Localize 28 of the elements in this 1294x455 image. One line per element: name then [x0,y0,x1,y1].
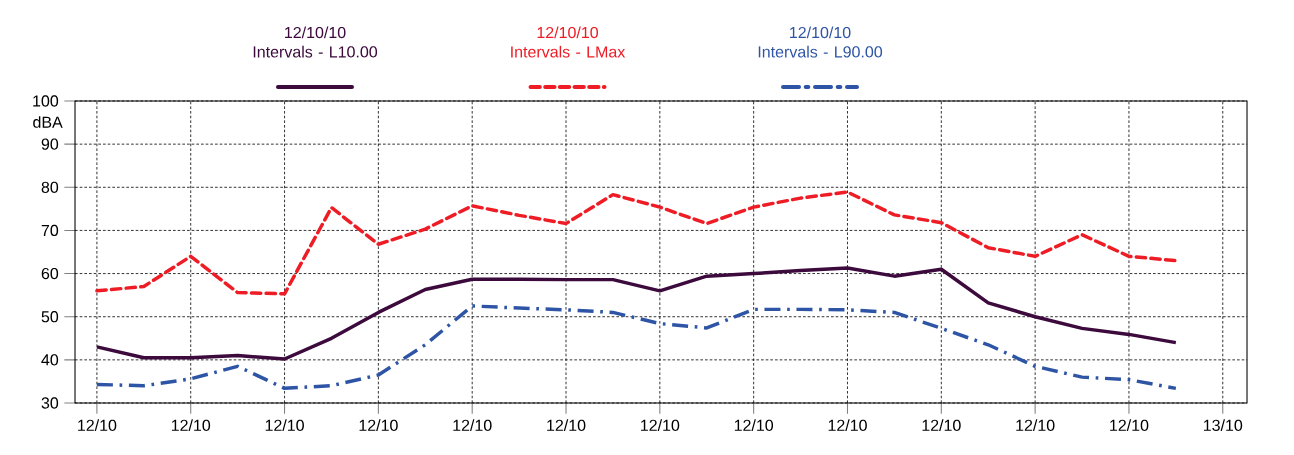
x-tick-label: 13/10 [1203,419,1243,432]
y-tick-label: 80 [41,181,59,193]
text: 12/10/10 Intervals - L10.00 [253,26,378,58]
y-axis-title: dBA [33,116,63,128]
x-tick-label: 12/10 [1016,419,1055,432]
y-tick-label: 60 [41,267,59,280]
y-tick-label: 30 [41,397,59,409]
x-tick-label: 12/10 [641,419,680,432]
x-tick-label: 12/10 [1110,419,1149,432]
text: 12/10/10 Intervals - LMax [511,26,626,58]
line-series [95,266,1178,361]
x-tick-label: 12/10 [171,419,211,432]
y-tick-label: 100 [33,95,59,107]
line-series [95,304,1178,391]
x-tick-label: 12/10 [734,419,774,432]
x-tick-label: 12/10 [453,419,492,432]
y-tick-label: 50 [41,311,59,323]
text: 12/10/10 Intervals - L90.00 [758,26,883,58]
x-tick-label: 12/10 [828,419,867,432]
line-series [95,190,1178,296]
x-tick-label: 12/10 [922,419,961,432]
x-tick-label: 12/10 [359,419,398,432]
x-tick-label: 12/10 [265,419,304,432]
y-tick-label: 90 [41,138,59,150]
x-tick-label: 12/10 [78,419,117,432]
y-tick-label: 40 [41,354,59,366]
x-tick-label: 12/10 [547,419,586,432]
y-tick-label: 70 [41,224,59,237]
